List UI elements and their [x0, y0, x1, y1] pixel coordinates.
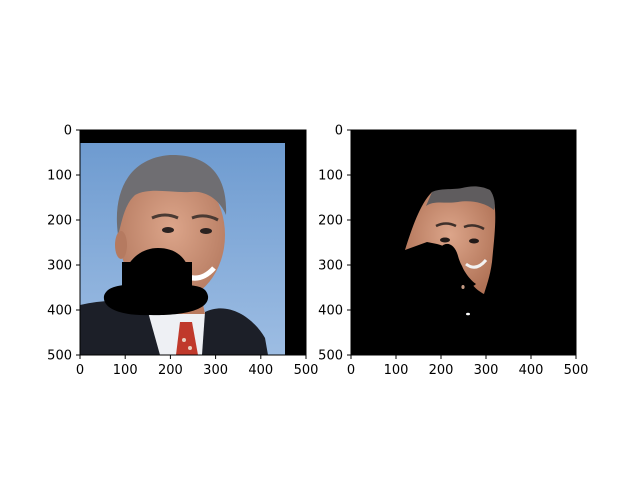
- gray-hair: [116, 154, 227, 235]
- y-tick-label: 300: [47, 259, 72, 274]
- left-axis-ticks: 0 100 200 300 400 500 0 100 200 300 400 500: [47, 124, 318, 379]
- left-photo-panel: [79, 129, 307, 356]
- right-axis-ticks: 0 100 200 300 400 500 0 100 200 300 400 500: [318, 124, 588, 379]
- y-tick-label: 100: [318, 169, 343, 184]
- y-tick-label: 400: [47, 304, 72, 319]
- y-tick-label: 0: [64, 124, 72, 139]
- red-tie: [176, 322, 198, 355]
- x-tick-label: 200: [158, 363, 183, 378]
- y-tick-label: 300: [318, 259, 343, 274]
- right-photo-panel: [350, 129, 577, 356]
- x-tick-label: 400: [519, 363, 544, 378]
- x-tick-label: 300: [203, 363, 228, 378]
- right-photo: [351, 130, 576, 355]
- black-hat-mask: [103, 248, 209, 316]
- x-tick-label: 0: [347, 363, 355, 378]
- left-axes-frame: [79, 129, 307, 356]
- y-tick-label: 200: [318, 214, 343, 229]
- x-tick-label: 300: [474, 363, 499, 378]
- x-tick-label: 100: [113, 363, 138, 378]
- x-tick-label: 500: [294, 363, 319, 378]
- x-tick-label: 100: [384, 363, 409, 378]
- right-axes-frame: [350, 129, 577, 356]
- y-tick-label: 500: [318, 349, 343, 364]
- y-tick-label: 500: [47, 349, 72, 364]
- y-tick-label: 400: [318, 304, 343, 319]
- x-tick-label: 500: [564, 363, 589, 378]
- y-tick-label: 0: [335, 124, 343, 139]
- y-tick-label: 100: [47, 169, 72, 184]
- x-tick-label: 400: [248, 363, 273, 378]
- y-tick-label: 200: [47, 214, 72, 229]
- x-tick-label: 200: [429, 363, 454, 378]
- x-tick-label: 0: [76, 363, 84, 378]
- left-photo: [80, 130, 306, 355]
